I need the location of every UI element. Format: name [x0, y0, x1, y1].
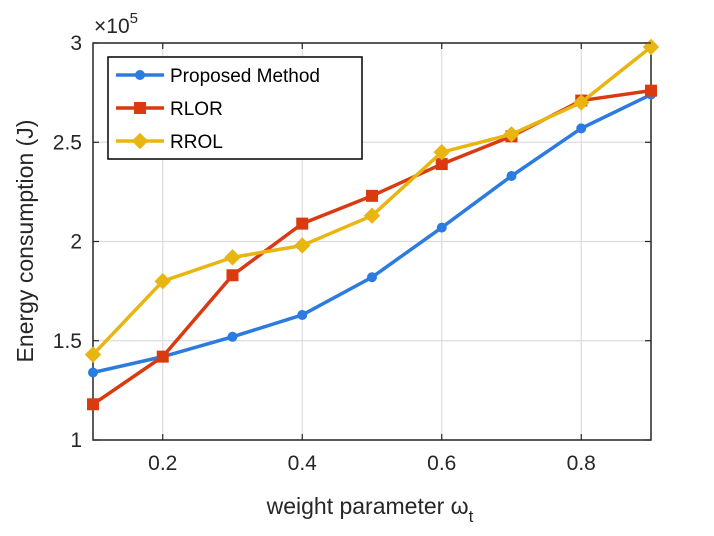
data-point-rrol [84, 346, 102, 363]
legend-entry-proposed-method: Proposed Method [116, 66, 320, 87]
legend-label: RLOR [170, 99, 223, 120]
data-point-rlor [156, 350, 169, 363]
data-point-rrol [573, 94, 590, 111]
legend-entry-rrol: RROL [116, 132, 223, 153]
y-axis-label: Energy consumption (J) [12, 120, 38, 363]
y-axis-exponent: ×105 [94, 10, 138, 38]
y-tick-label: 2.5 [53, 131, 82, 154]
data-point-proposed-method [227, 331, 238, 342]
data-point-rrol [224, 249, 241, 266]
data-point-rlor [226, 269, 239, 282]
series-layer [84, 38, 660, 411]
x-tick-label: 0.4 [288, 452, 318, 475]
data-point-rlor [366, 189, 378, 202]
legend-marker [131, 132, 149, 150]
data-point-proposed-method [367, 272, 377, 283]
data-point-rrol [294, 237, 311, 254]
y-tick-label: 2 [70, 231, 82, 254]
legend-marker [134, 102, 146, 114]
x-tick-label: 0.6 [427, 452, 456, 475]
legend-label: RROL [170, 132, 223, 153]
axis-ticks: 0.2 0.4 0.6 0.8 1 1.5 2 2.5 3 [53, 32, 651, 475]
x-axis-label: weight parameter ωt [266, 493, 474, 526]
legend-entry-rlor: RLOR [116, 99, 223, 120]
data-point-proposed-method [506, 170, 517, 181]
data-point-rlor [645, 84, 657, 97]
legend-marker [135, 70, 145, 80]
y-tick-label: 1.5 [53, 330, 82, 353]
data-point-rrol [363, 207, 381, 224]
data-point-proposed-method [88, 367, 98, 378]
data-point-rrol [433, 143, 450, 161]
data-point-rrol [503, 126, 520, 143]
data-point-proposed-method [436, 222, 447, 233]
legend-label: Proposed Method [170, 66, 320, 87]
data-point-proposed-method [297, 309, 308, 320]
data-point-proposed-method [576, 123, 587, 134]
y-tick-label: 1 [70, 429, 82, 452]
x-tick-label: 0.2 [148, 452, 177, 475]
legend: Proposed Method RLOR RROL [107, 56, 363, 160]
y-tick-label: 3 [70, 32, 82, 55]
data-point-rrol [154, 272, 171, 290]
data-point-rlor [296, 217, 309, 230]
series-rrol [84, 38, 660, 363]
x-tick-label: 0.8 [567, 452, 596, 475]
data-point-rlor [87, 398, 99, 411]
